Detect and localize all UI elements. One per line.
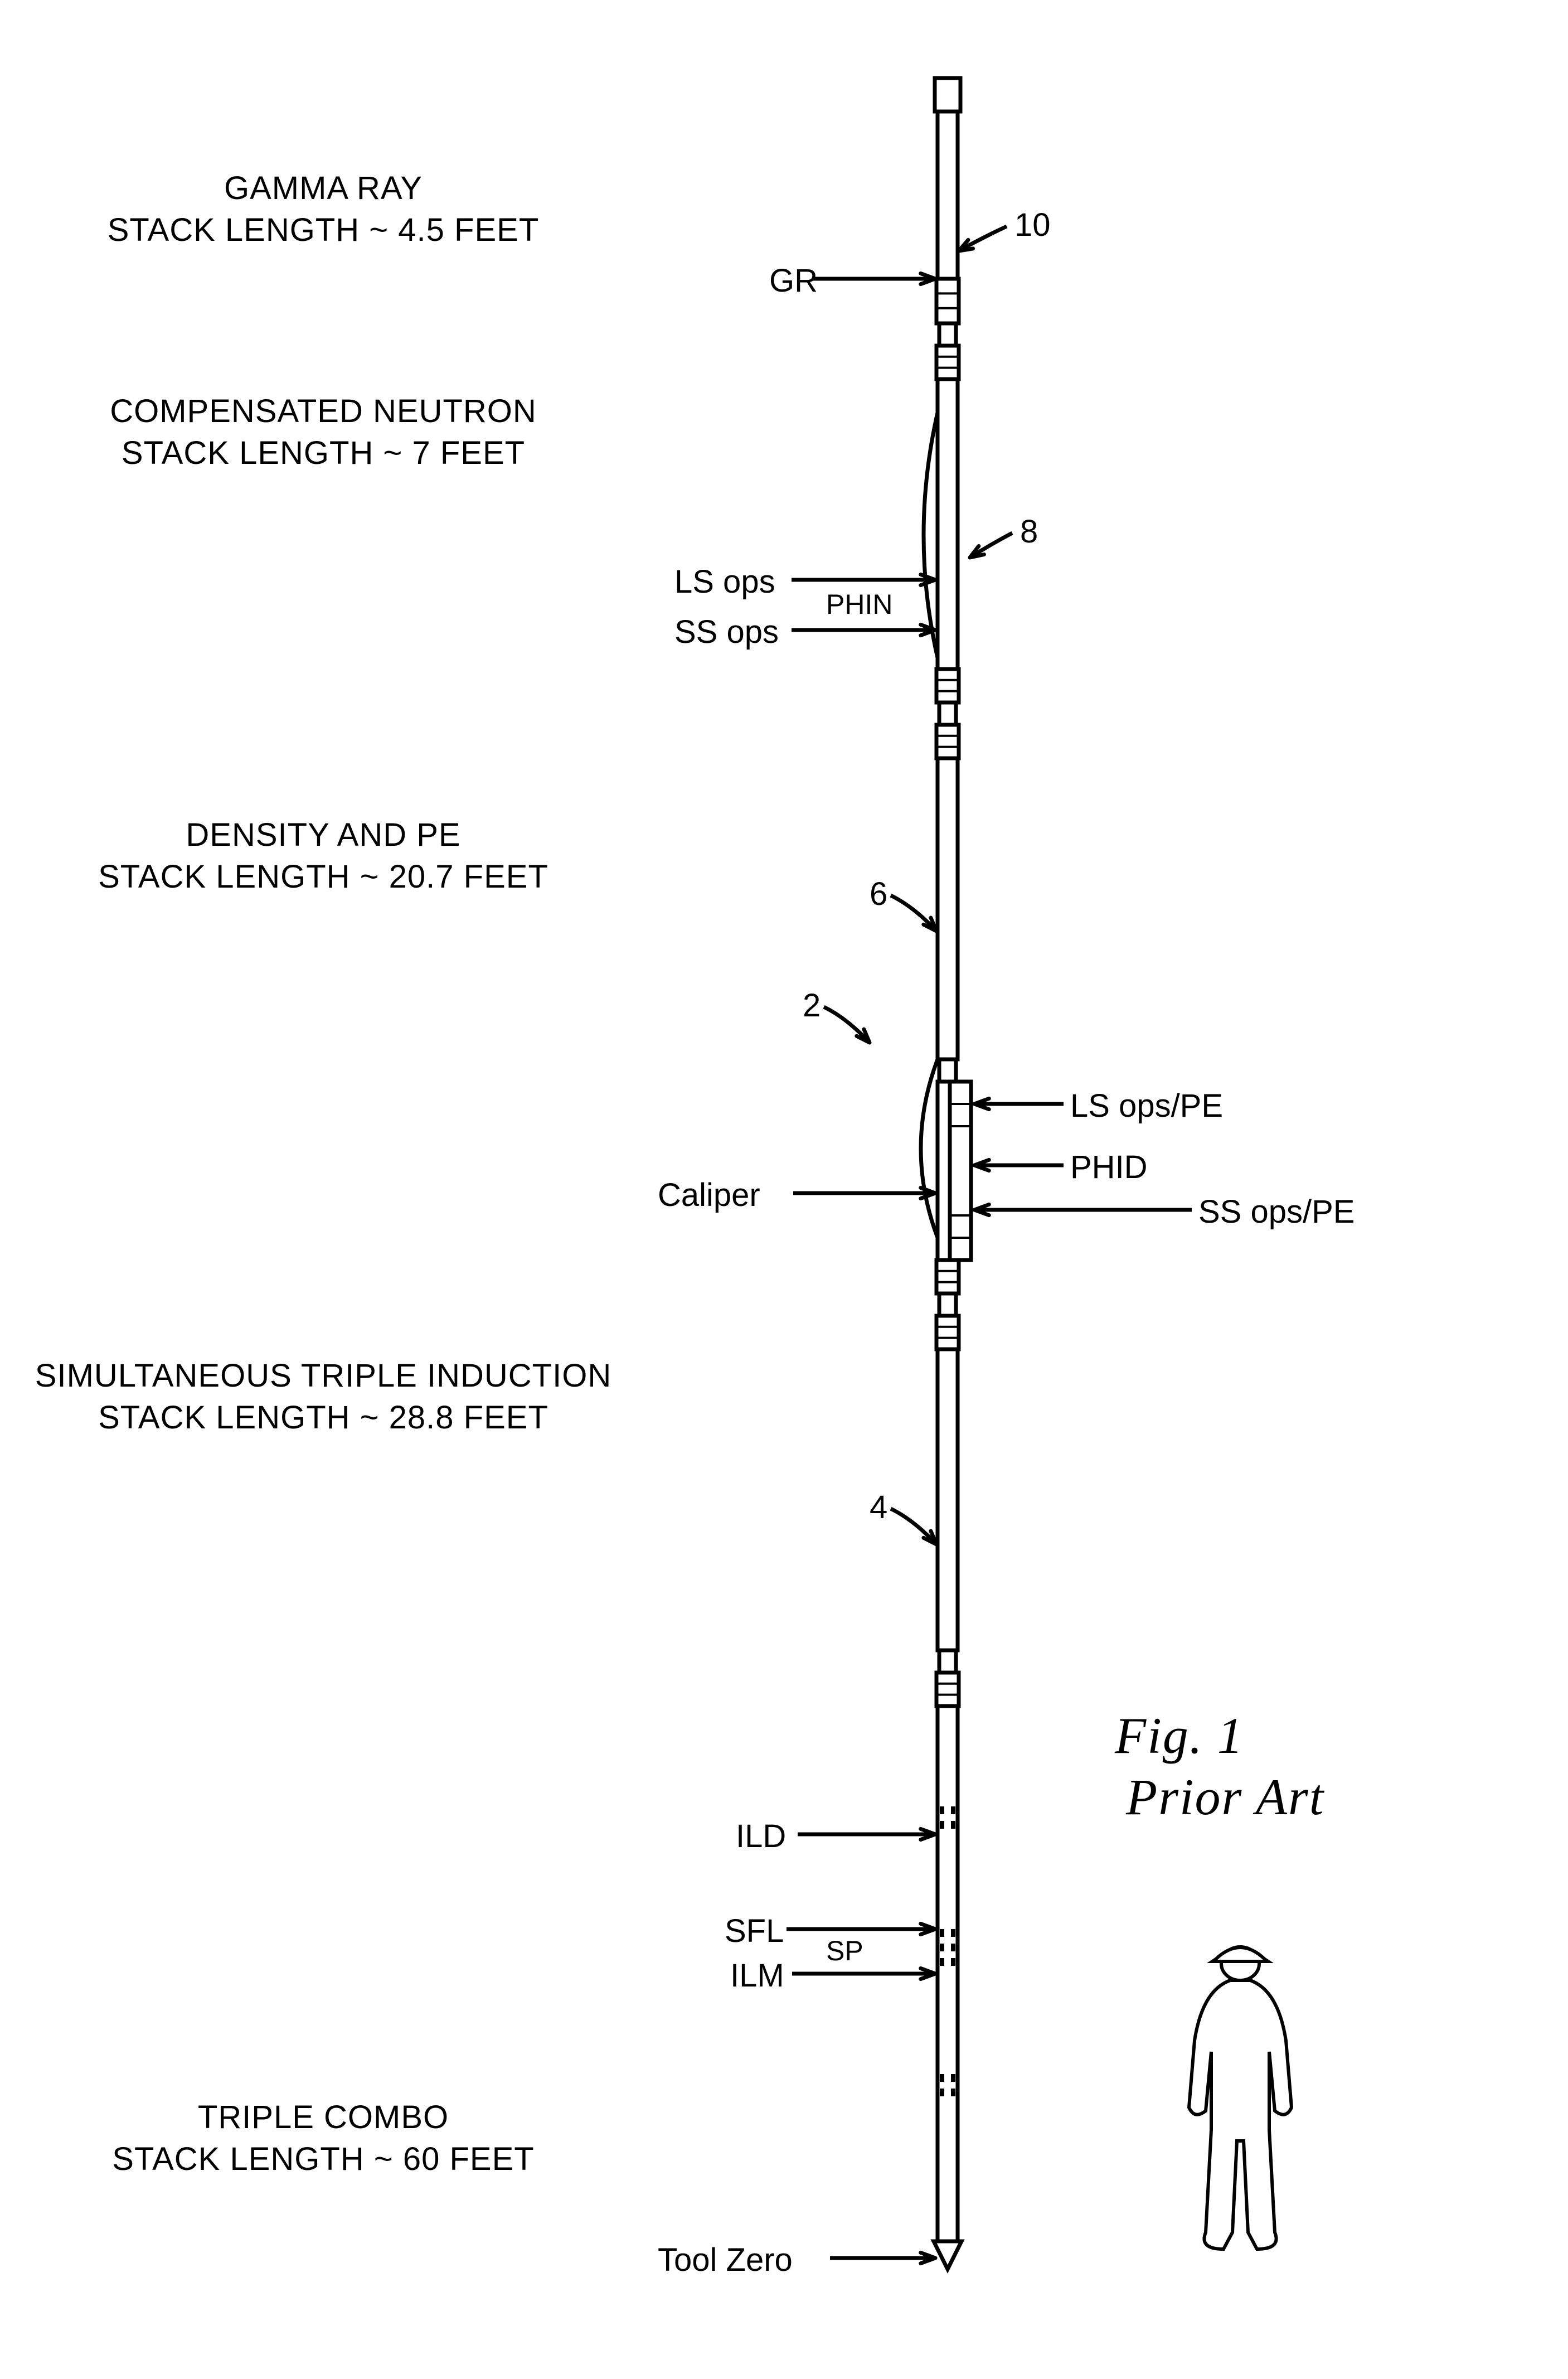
diagram-canvas: GAMMA RAY STACK LENGTH ~ 4.5 FEET COMPENS… xyxy=(0,0,1568,2379)
section-label-4: TRIPLE COMBO STACK LENGTH ~ 60 FEET xyxy=(0,2096,658,2181)
section-label-1: COMPENSATED NEUTRON STACK LENGTH ~ 7 FEE… xyxy=(0,390,658,474)
callout-caliper: Caliper xyxy=(658,1176,760,1214)
callout-ss-ops/pe: SS ops/PE xyxy=(1198,1193,1355,1230)
section-label-0: GAMMA RAY STACK LENGTH ~ 4.5 FEET xyxy=(0,167,658,251)
callout-ilm: ILM xyxy=(730,1957,784,1994)
callout-phid: PHID xyxy=(1070,1149,1148,1186)
section-label-3: SIMULTANEOUS TRIPLE INDUCTION STACK LENG… xyxy=(0,1355,658,1439)
callout-tool-zero: Tool Zero xyxy=(658,2241,793,2279)
figure-caption: Prior Art xyxy=(1126,1767,1324,1826)
callout-ls-ops: LS ops xyxy=(674,563,775,600)
figure-number: Fig. 1 xyxy=(1115,1706,1244,1765)
person-silhouette xyxy=(1171,1940,1310,2264)
callout-ss-ops: SS ops xyxy=(674,613,779,651)
callout-ls-ops/pe: LS ops/PE xyxy=(1070,1087,1223,1125)
callout-phin: PHIN xyxy=(826,588,892,621)
section-label-2: DENSITY AND PE STACK LENGTH ~ 20.7 FEET xyxy=(0,814,658,898)
callout-ild: ILD xyxy=(736,1818,786,1855)
callout-sp: SP xyxy=(826,1935,863,1967)
